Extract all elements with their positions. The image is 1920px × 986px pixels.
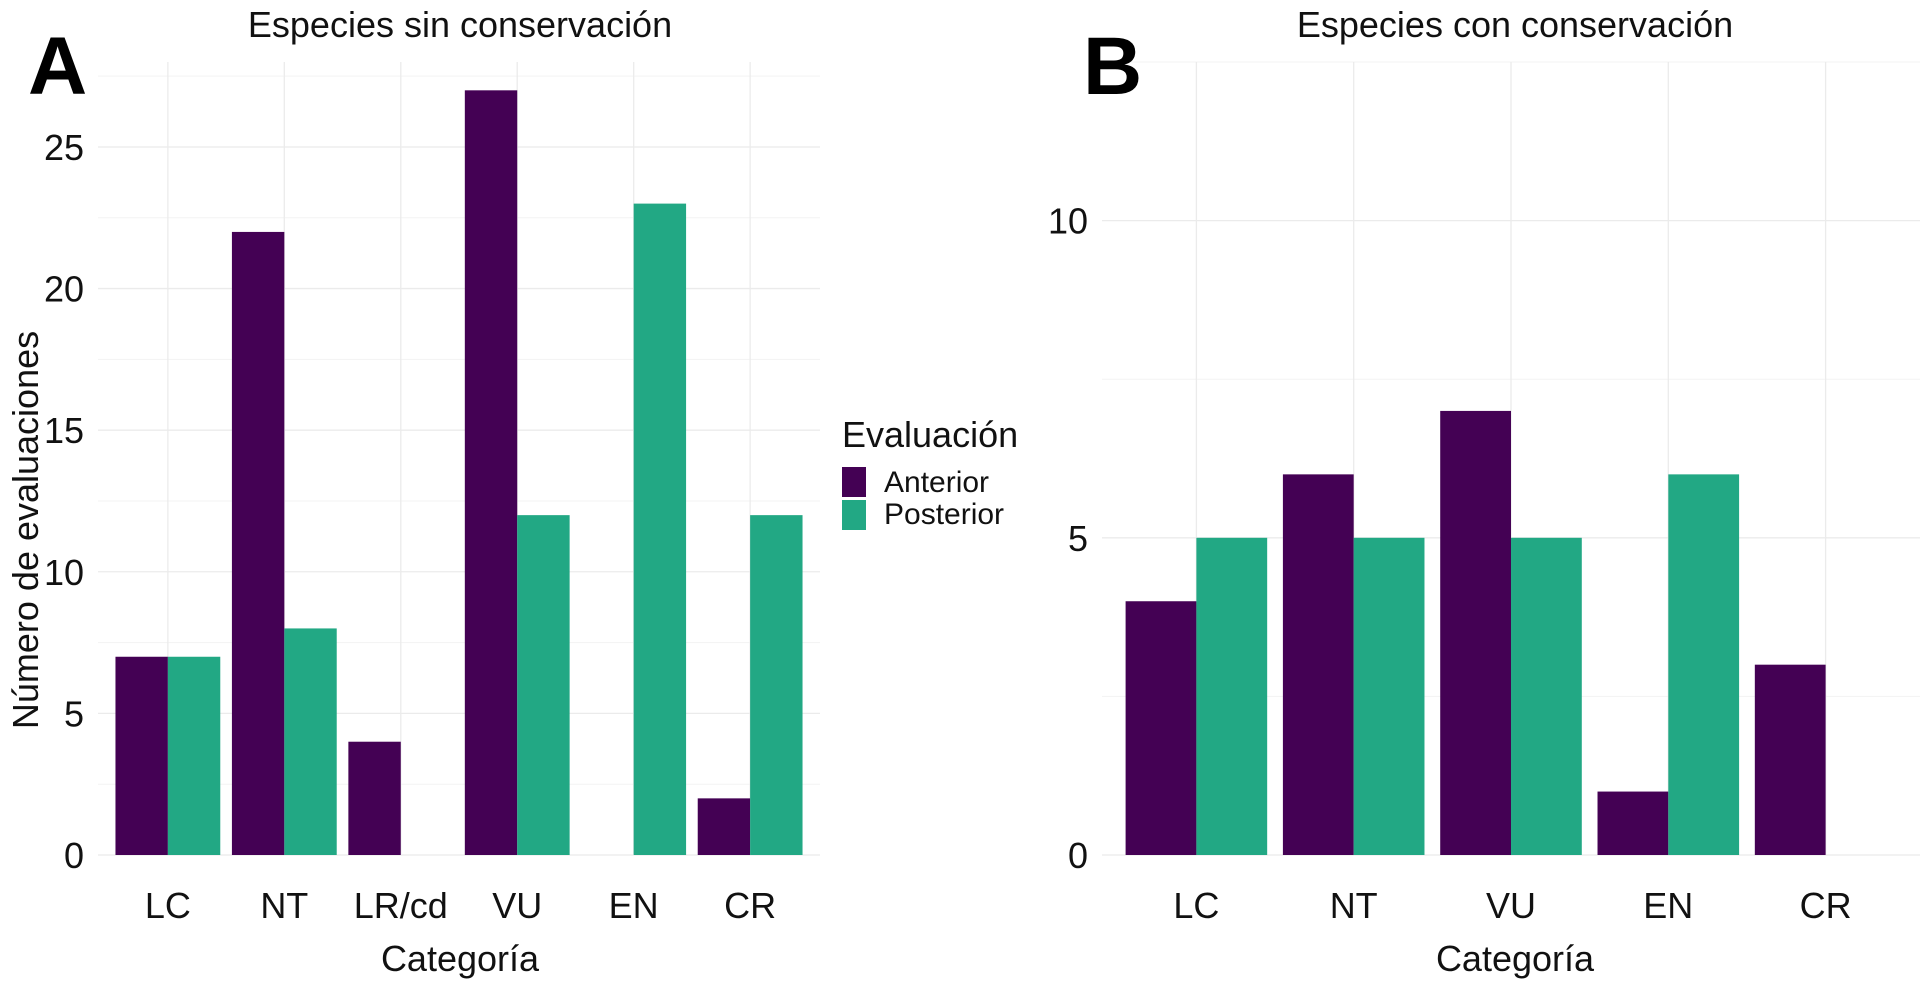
x-tick-label: EN [1643,885,1693,926]
y-tick-label: 5 [1068,518,1088,559]
legend-label-anterior: Anterior [884,466,989,499]
panel-a-x-axis-title: Categoría [381,938,540,979]
x-tick-label: LR/cd [354,885,448,926]
bar-anterior-lc [115,656,168,855]
panel-a: 0 5 10 15 20 25 LC NT LR/cd VU EN CR A Especies si… [5,4,820,979]
bar-posterior-lc [167,656,221,855]
x-tick-label: EN [609,885,659,926]
panel-a-title: Especies sin conservación [248,4,672,45]
legend-title: Evaluación [842,414,1018,455]
legend-swatch-anterior [842,467,866,497]
y-tick-label: 10 [44,552,84,593]
bar-posterior-vu [517,515,570,855]
bar-posterior-en [633,203,687,855]
bar-posterior-vu [1511,537,1582,855]
y-tick-label: 25 [44,127,84,168]
y-tick-label: 10 [1048,201,1088,242]
x-tick-label: NT [260,885,308,926]
panel-a-y-ticks: 0 5 10 15 20 25 [44,127,84,876]
bar-anterior-lc [1125,601,1197,855]
panel-b-y-ticks: 0 5 10 [1048,201,1088,876]
x-tick-label: CR [1800,885,1852,926]
bar-anterior-en [1597,791,1669,855]
panel-b-title: Especies con conservación [1297,4,1733,45]
x-tick-label: NT [1330,885,1378,926]
x-tick-label: LC [145,885,191,926]
bar-anterior-cr [697,798,751,855]
panel-a-y-axis-title: Número de evaluaciones [5,331,46,729]
y-tick-label: 0 [1068,835,1088,876]
legend: Evaluación Anterior Posterior [842,414,1018,531]
bar-anterior-nt [231,231,285,855]
panel-b: 0 5 10 LC NT VU EN CR B Especies con conservac… [1048,4,1920,979]
bar-posterior-cr [750,515,803,855]
y-tick-label: 20 [44,269,84,310]
bar-anterior-nt [1282,474,1354,855]
panel-a-x-ticks: LC NT LR/cd VU EN CR [145,885,776,926]
y-tick-label: 5 [64,693,84,734]
y-tick-label: 0 [64,835,84,876]
panel-b-letter: B [1083,21,1142,112]
bar-posterior-nt [1353,537,1425,855]
x-tick-label: VU [492,885,542,926]
bar-anterior-vu [464,90,518,856]
bar-posterior-en [1668,474,1740,855]
x-tick-label: VU [1486,885,1536,926]
panel-b-bars [1125,410,1826,855]
x-tick-label: CR [724,885,776,926]
bar-anterior-lrcd [348,741,401,855]
panel-b-x-ticks: LC NT VU EN CR [1173,885,1851,926]
legend-swatch-posterior [842,500,866,530]
panel-b-x-axis-title: Categoría [1436,938,1595,979]
bar-posterior-nt [284,628,337,855]
legend-label-posterior: Posterior [884,498,1004,531]
bar-anterior-cr [1754,664,1826,855]
bar-posterior-lc [1196,537,1268,855]
panel-a-bars [115,90,803,856]
y-tick-label: 15 [44,410,84,451]
bar-anterior-vu [1440,410,1511,855]
x-tick-label: LC [1173,885,1219,926]
panel-a-letter: A [28,21,87,112]
